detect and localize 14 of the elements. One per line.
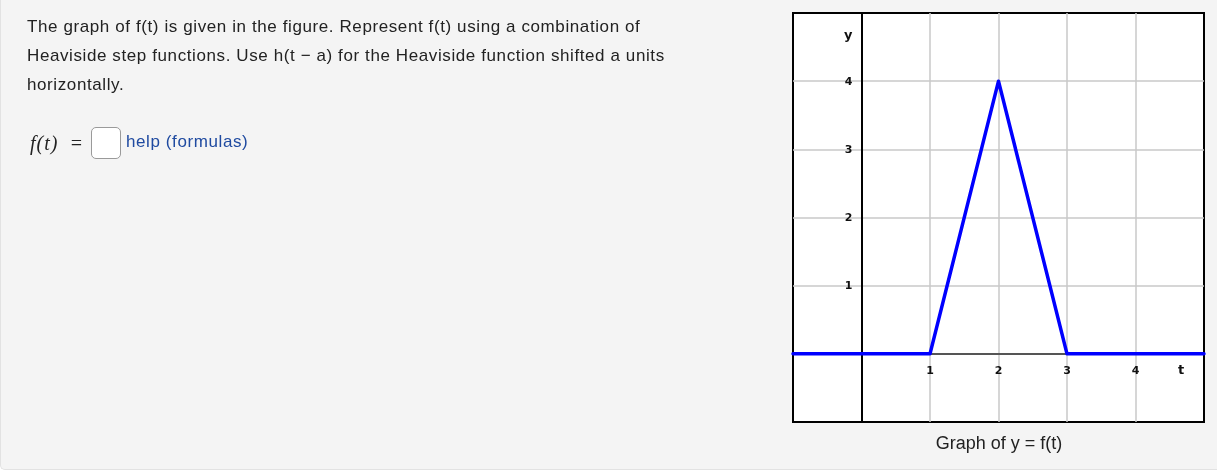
x-tick-label: 3 <box>1063 363 1071 377</box>
text: Graph of y = f(t) <box>935 433 1063 453</box>
y-tick-label: 2 <box>844 211 853 224</box>
text: f(t) = <box>30 131 84 157</box>
y-tick-label: 4 <box>844 74 853 88</box>
x-tick-label: 1 <box>926 363 934 377</box>
x-axis-title: t <box>1178 361 1185 377</box>
text: The graph of f(t) is given in the figure. Represent f(t) using a combination of Heaviside step functions. Use h(t − a) for the Heaviside function shifted a units horizontally. <box>27 16 666 96</box>
x-tick-label: 2 <box>994 363 1003 377</box>
y-tick-label: 1 <box>844 279 853 293</box>
y-axis-title: y <box>844 27 854 42</box>
y-tick-label: 3 <box>844 142 853 156</box>
text: help (formulas) <box>126 131 249 153</box>
x-tick-label: 4 <box>1131 363 1140 377</box>
